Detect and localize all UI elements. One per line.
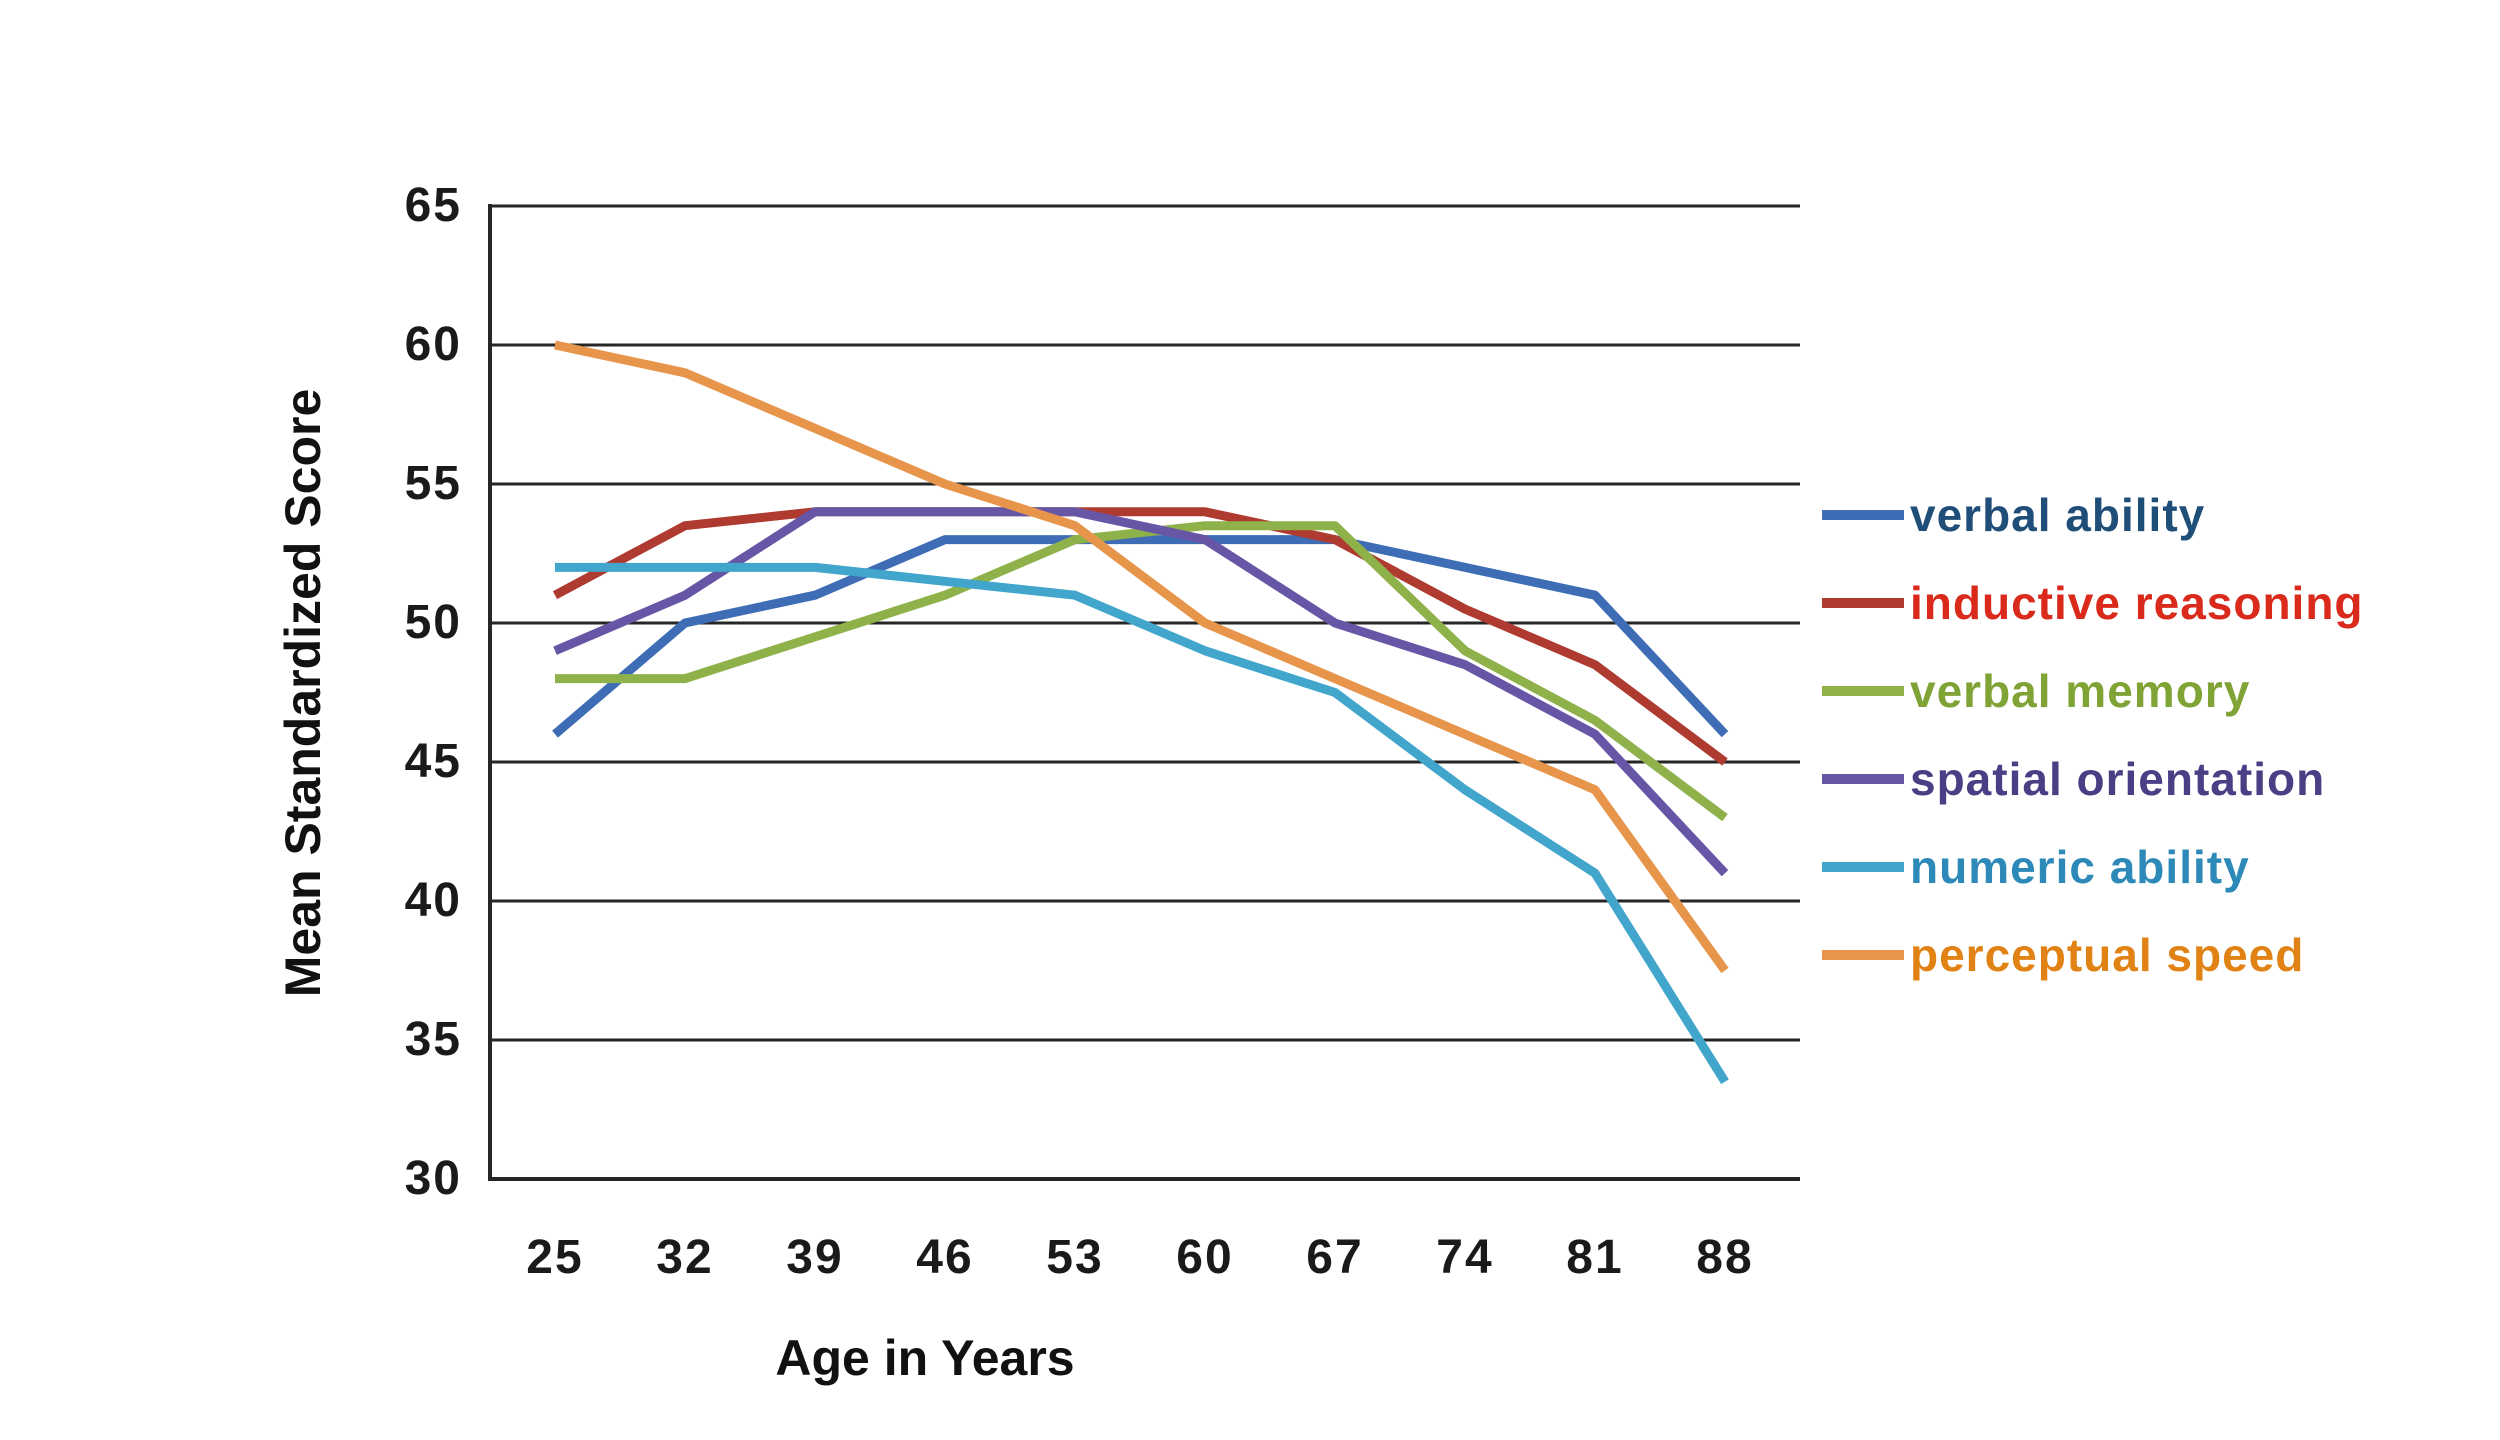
x-axis-title: Age in Years — [775, 1330, 1075, 1386]
legend-item-perceptual-speed: perceptual speed — [1822, 911, 2364, 999]
legend-line-swatch-verbal-memory — [1822, 686, 1904, 696]
legend-line-swatch-inductive-reasoning — [1822, 598, 1904, 608]
legend-line-swatch-verbal-ability — [1822, 510, 1904, 520]
x-tick-88: 88 — [1696, 1231, 1754, 1284]
series-line-verbal-ability — [552, 535, 1729, 738]
legend-item-verbal-memory: verbal memory — [1822, 647, 2364, 735]
y-tick-45: 45 — [404, 735, 462, 788]
x-tick-67: 67 — [1306, 1231, 1364, 1284]
x-tick-74: 74 — [1436, 1231, 1494, 1284]
series-line-inductive-reasoning — [552, 507, 1728, 766]
y-tick-40: 40 — [404, 874, 462, 927]
legend-label-numeric-ability: numeric ability — [1910, 841, 2250, 893]
y-tick-60: 60 — [404, 318, 462, 371]
series-line-spatial-orientation — [553, 507, 1729, 877]
legend-line-swatch-spatial-orientation — [1822, 774, 1904, 784]
x-tick-53: 53 — [1046, 1231, 1104, 1284]
x-tick-39: 39 — [786, 1231, 844, 1284]
x-tick-25: 25 — [526, 1231, 584, 1284]
legend-item-inductive-reasoning: inductive reasoning — [1822, 559, 2364, 647]
legend-line-swatch-perceptual-speed — [1822, 950, 1904, 960]
x-tick-60: 60 — [1176, 1231, 1234, 1284]
legend: verbal ability inductive reasoning verbal … — [1822, 471, 2364, 999]
legend-label-verbal-ability: verbal ability — [1910, 489, 2206, 541]
x-tick-81: 81 — [1566, 1231, 1624, 1284]
series-line-perceptual-speed — [554, 340, 1729, 974]
legend-label-verbal-memory: verbal memory — [1910, 665, 2251, 717]
legend-label-spatial-orientation: spatial orientation — [1910, 753, 2326, 805]
y-axis-title: Mean Standardized Score — [275, 388, 331, 998]
legend-label-perceptual-speed: perceptual speed — [1910, 929, 2305, 981]
y-tick-30: 30 — [404, 1152, 462, 1205]
legend-label-inductive-reasoning: inductive reasoning — [1910, 577, 2364, 629]
y-tick-65: 65 — [404, 179, 462, 232]
legend-line-swatch-numeric-ability — [1822, 862, 1904, 872]
y-tick-50: 50 — [404, 596, 462, 649]
legend-item-numeric-ability: numeric ability — [1822, 823, 2364, 911]
series-line-verbal-memory — [555, 521, 1728, 822]
legend-item-verbal-ability: verbal ability — [1822, 471, 2364, 559]
y-tick-55: 55 — [404, 457, 462, 510]
legend-item-spatial-orientation: spatial orientation — [1822, 735, 2364, 823]
x-tick-32: 32 — [656, 1231, 714, 1284]
y-tick-35: 35 — [404, 1013, 462, 1066]
x-tick-46: 46 — [916, 1231, 974, 1284]
series-line-numeric-ability — [555, 562, 1729, 1085]
